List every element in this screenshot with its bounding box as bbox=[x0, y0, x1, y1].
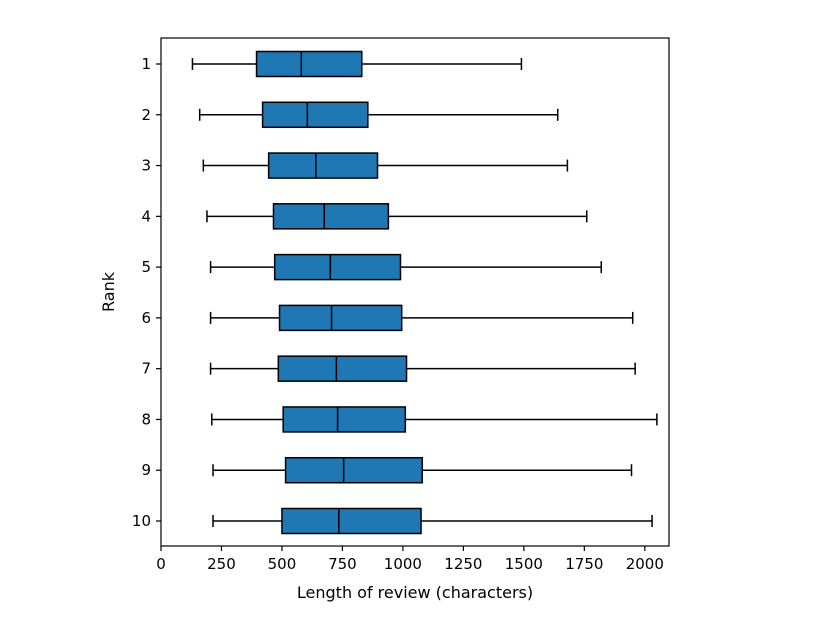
iqr-box bbox=[277, 355, 408, 382]
y-axis-label: Rank bbox=[99, 271, 118, 312]
y-tick-label: 1 bbox=[141, 55, 151, 73]
x-tick-label: 250 bbox=[207, 555, 236, 573]
x-tick-label: 750 bbox=[328, 555, 357, 573]
y-tick-label: 2 bbox=[141, 106, 151, 124]
y-tick-label: 8 bbox=[141, 410, 151, 428]
iqr-box bbox=[272, 203, 390, 230]
iqr-box bbox=[261, 101, 369, 129]
y-tick-label: 5 bbox=[141, 258, 151, 276]
iqr-box bbox=[273, 253, 402, 281]
x-tick-label: 1000 bbox=[384, 555, 422, 573]
iqr-box bbox=[278, 304, 403, 332]
y-tick-label: 10 bbox=[132, 512, 151, 530]
y-tick-label: 6 bbox=[141, 309, 151, 327]
y-axis-ticks: 1 2 3 4 5 6 7 8 9 10 bbox=[132, 55, 161, 530]
box-rank-7 bbox=[209, 355, 636, 382]
x-tick-label: 1250 bbox=[444, 555, 482, 573]
x-axis-label: Length of review (characters) bbox=[297, 583, 533, 602]
y-tick-label: 7 bbox=[141, 360, 151, 378]
iqr-box bbox=[255, 50, 363, 78]
x-tick-label: 1500 bbox=[505, 555, 543, 573]
boxes-layer bbox=[191, 50, 658, 535]
x-tick-label: 0 bbox=[156, 555, 166, 573]
y-tick-label: 3 bbox=[141, 157, 151, 175]
x-tick-label: 2000 bbox=[626, 555, 664, 573]
x-axis-ticks: 0 250 500 750 1000 1250 1500 1750 2000 bbox=[156, 546, 664, 573]
x-tick-label: 1750 bbox=[565, 555, 603, 573]
box-rank-5 bbox=[209, 253, 603, 281]
x-tick-label: 500 bbox=[268, 555, 297, 573]
y-tick-label: 9 bbox=[141, 461, 151, 479]
box-rank-2 bbox=[198, 101, 559, 129]
box-rank-8 bbox=[211, 406, 658, 433]
box-rank-6 bbox=[209, 304, 634, 332]
axes-frame bbox=[160, 37, 670, 547]
iqr-box bbox=[267, 152, 379, 179]
iqr-box bbox=[282, 406, 407, 433]
box-rank-4 bbox=[206, 203, 588, 230]
iqr-box bbox=[284, 456, 424, 484]
box-rank-10 bbox=[212, 507, 653, 535]
y-tick-label: 4 bbox=[141, 207, 151, 225]
iqr-box bbox=[281, 507, 422, 535]
box-rank-9 bbox=[212, 456, 633, 484]
box-rank-3 bbox=[202, 152, 569, 179]
box-rank-1 bbox=[191, 50, 523, 78]
